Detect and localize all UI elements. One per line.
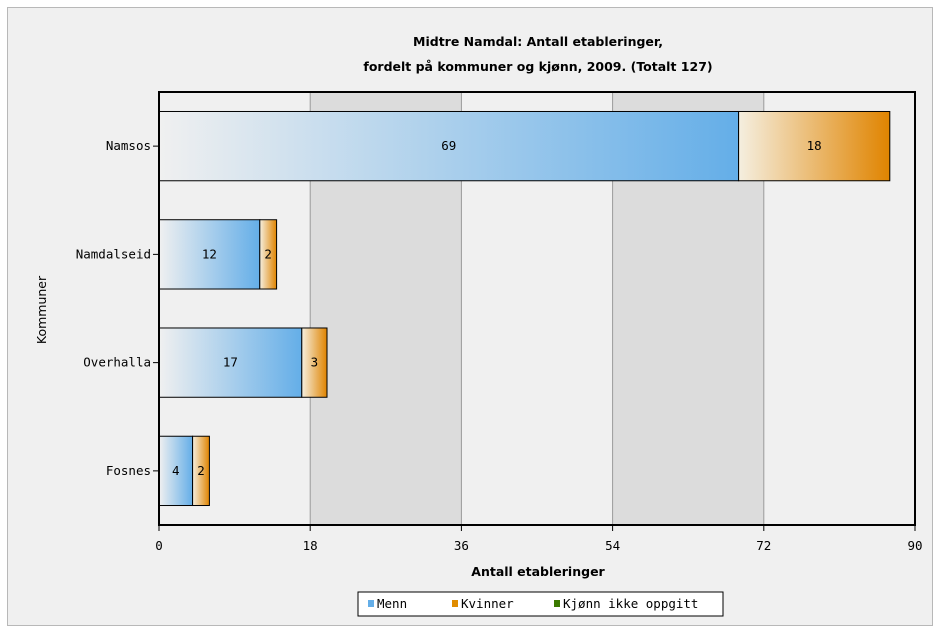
bar-value-label: 2 — [264, 246, 272, 261]
legend-label: Menn — [377, 596, 407, 611]
x-tick-label: 90 — [907, 538, 922, 553]
bar-menn — [158, 110, 740, 182]
y-category-label: Namsos — [106, 138, 151, 153]
y-axis-categories: Namsos Namdalseid Overhalla Fosnes — [76, 138, 159, 478]
bar-kvinner — [192, 435, 210, 507]
legend-swatch — [554, 600, 560, 607]
y-category-label: Namdalseid — [76, 246, 151, 261]
bar-kvinner — [259, 219, 278, 290]
bar-menn — [158, 435, 194, 507]
legend-swatch — [368, 600, 374, 607]
x-tick-label: 72 — [756, 538, 771, 553]
x-tick-label: 0 — [155, 538, 163, 553]
bar-value-label: 3 — [311, 355, 319, 370]
bar-menn — [158, 219, 261, 290]
bars: 69 18 12 2 17 3 4 2 — [158, 110, 891, 507]
legend-label: Kvinner — [461, 596, 514, 611]
y-category-label: Fosnes — [106, 463, 151, 478]
bar-value-label: 4 — [172, 463, 180, 478]
legend-label: Kjønn ikke oppgitt — [563, 596, 698, 611]
bar-value-label: 18 — [807, 138, 822, 153]
plot-border — [158, 91, 916, 526]
legend: Menn Kvinner Kjønn ikke oppgitt — [357, 591, 724, 617]
x-tick-label: 54 — [605, 538, 620, 553]
legend-box — [357, 591, 724, 617]
x-axis-ticks: 0 18 36 54 72 90 — [155, 525, 923, 553]
chart-title: Midtre Namdal: Antall etableringer, — [413, 34, 663, 49]
bar-kvinner — [301, 327, 328, 398]
y-axis-title: Kommuner — [34, 275, 49, 344]
x-tick-label: 36 — [454, 538, 469, 553]
x-tick-label: 18 — [303, 538, 318, 553]
chart-subtitle: fordelt på kommuner og kjønn, 2009. (Tot… — [363, 59, 712, 74]
bar-value-label: 12 — [202, 246, 217, 261]
bar-menn — [158, 327, 303, 398]
bar-value-label: 69 — [441, 138, 456, 153]
bar-kvinner — [738, 110, 891, 182]
bar-value-label: 17 — [223, 355, 238, 370]
bar-value-label: 2 — [197, 463, 205, 478]
x-axis-title: Antall etableringer — [471, 564, 605, 579]
legend-swatch — [452, 600, 458, 607]
y-category-label: Overhalla — [83, 355, 151, 370]
